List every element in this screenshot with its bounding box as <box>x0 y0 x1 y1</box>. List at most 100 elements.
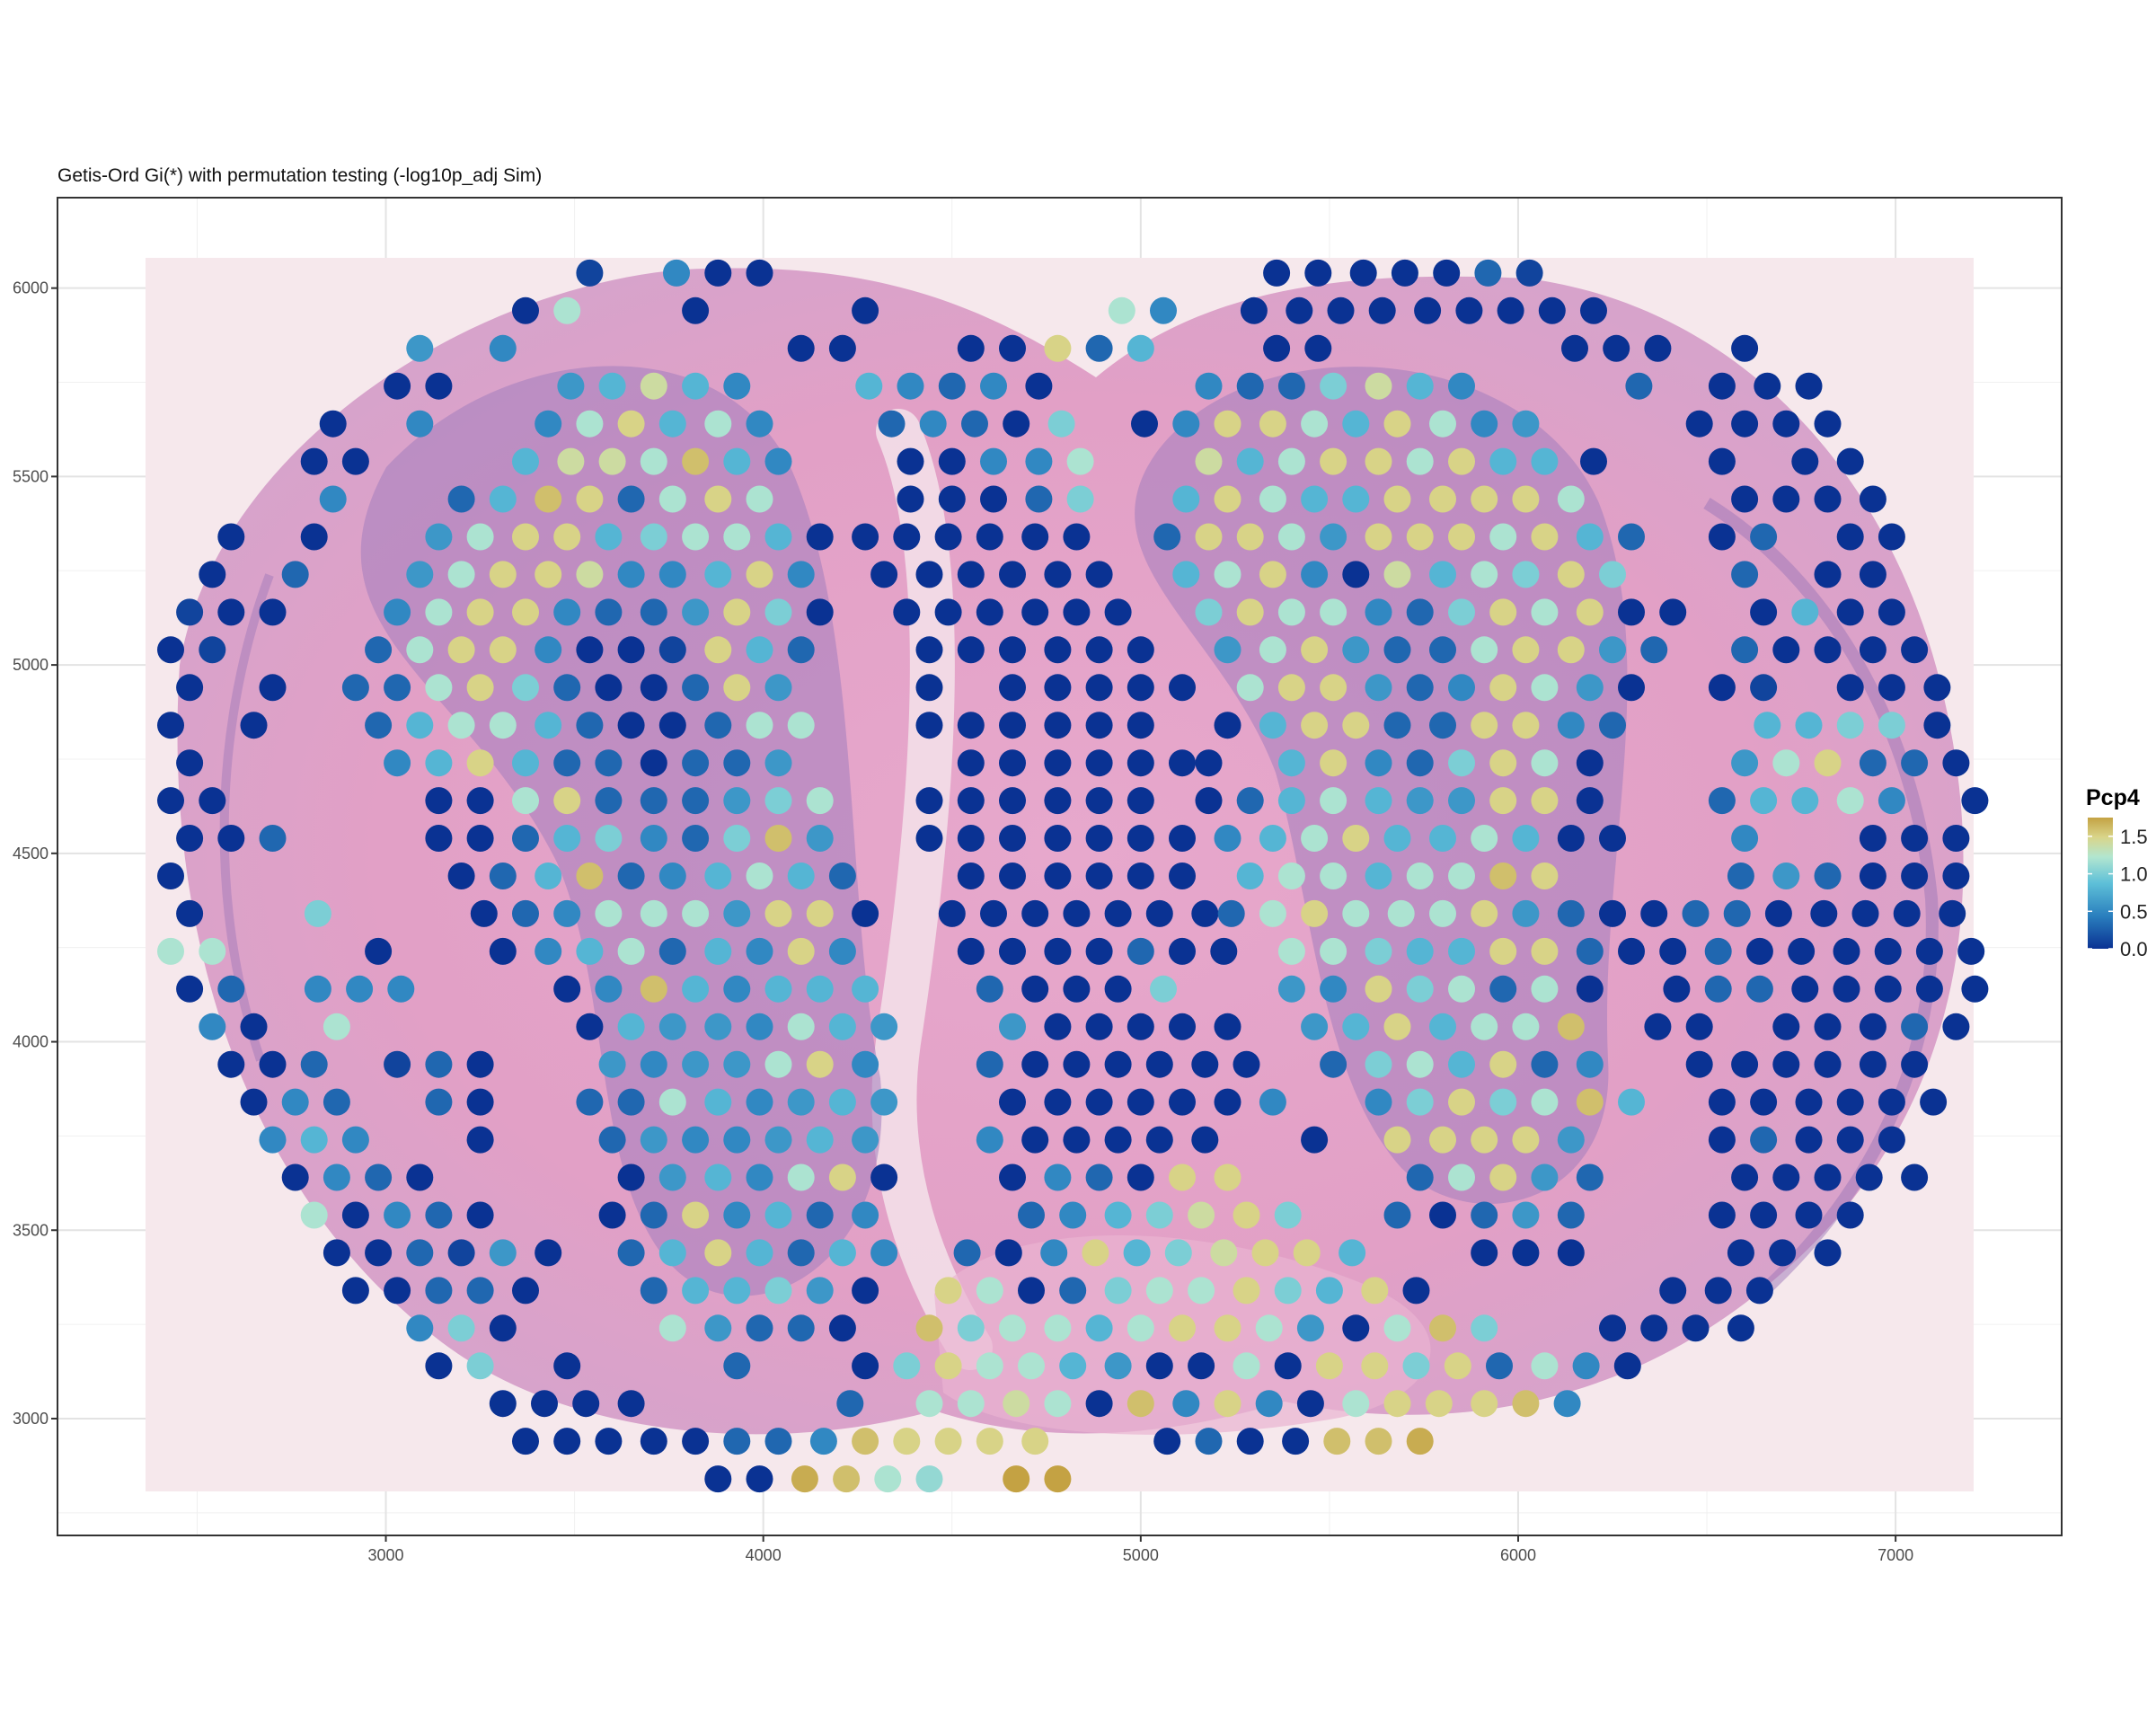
data-point <box>957 825 985 852</box>
data-point <box>1923 674 1951 702</box>
data-point <box>704 1088 732 1116</box>
data-point <box>1259 899 1286 927</box>
data-point <box>300 1050 328 1078</box>
data-point <box>1497 296 1524 324</box>
data-point <box>999 1013 1026 1040</box>
data-point <box>1277 975 1305 1003</box>
data-point <box>1406 975 1434 1003</box>
data-point <box>1901 749 1929 777</box>
data-point <box>640 1126 667 1154</box>
data-point <box>1277 937 1305 965</box>
data-point <box>535 712 562 739</box>
data-point <box>595 598 623 626</box>
data-point <box>1383 561 1411 588</box>
data-point <box>957 749 985 777</box>
data-point <box>640 825 667 852</box>
data-point <box>640 1277 667 1305</box>
data-point <box>1191 899 1219 927</box>
data-point <box>1471 485 1498 513</box>
data-point <box>489 1239 517 1267</box>
data-point <box>1538 296 1566 324</box>
data-point <box>259 598 287 626</box>
data-point <box>787 1088 815 1116</box>
data-point <box>915 787 943 815</box>
data-point <box>1769 1239 1797 1267</box>
data-point <box>1365 674 1392 702</box>
data-point <box>1708 372 1736 400</box>
data-point <box>934 598 962 626</box>
data-point <box>1512 636 1540 664</box>
data-point <box>1580 447 1607 475</box>
data-point <box>531 1390 558 1418</box>
data-point <box>1259 825 1286 852</box>
data-point <box>323 1239 350 1267</box>
data-point <box>764 598 792 626</box>
data-point <box>1659 598 1687 626</box>
data-point <box>704 1163 732 1191</box>
data-point <box>1406 674 1434 702</box>
data-point <box>1512 1013 1540 1040</box>
data-point <box>704 1314 732 1342</box>
data-point <box>1255 1314 1283 1342</box>
data-point <box>1131 410 1158 438</box>
data-point <box>704 712 732 739</box>
data-point <box>1957 937 1985 965</box>
data-point <box>1682 1314 1710 1342</box>
data-point <box>1814 485 1842 513</box>
data-point <box>384 674 411 702</box>
data-point <box>1772 1163 1800 1191</box>
data-point <box>217 1050 245 1078</box>
data-point <box>957 712 985 739</box>
data-point <box>1859 749 1886 777</box>
data-point <box>1240 296 1268 324</box>
data-point <box>1557 899 1585 927</box>
chart-title: Getis-Ord Gi(*) with permutation testing… <box>57 165 543 186</box>
data-point <box>553 899 581 927</box>
data-point <box>447 862 475 889</box>
data-point <box>852 296 879 324</box>
data-point <box>1406 749 1434 777</box>
data-point <box>1750 523 1778 551</box>
data-point <box>1961 787 1989 815</box>
data-point <box>1365 372 1392 400</box>
data-point <box>1448 598 1475 626</box>
data-point <box>1145 1050 1173 1078</box>
data-point <box>1127 1314 1154 1342</box>
data-point <box>1301 712 1329 739</box>
data-point <box>1169 1163 1196 1191</box>
data-point <box>1169 1088 1196 1116</box>
data-point <box>1085 334 1113 362</box>
data-point <box>806 598 834 626</box>
data-point <box>1044 787 1072 815</box>
data-point <box>1169 825 1196 852</box>
data-point <box>1448 1050 1475 1078</box>
data-point <box>934 523 962 551</box>
data-point <box>682 296 710 324</box>
y-tick-label: 4500 <box>13 845 49 862</box>
data-point <box>1365 937 1392 965</box>
data-point <box>1085 1013 1113 1040</box>
data-point <box>999 1314 1026 1342</box>
data-point <box>1063 899 1091 927</box>
data-point <box>553 296 581 324</box>
data-point <box>1342 410 1370 438</box>
data-point <box>1836 447 1864 475</box>
data-point <box>1085 1163 1113 1191</box>
data-point <box>828 937 856 965</box>
data-point <box>595 749 623 777</box>
data-point <box>1754 372 1781 400</box>
data-point <box>217 975 245 1003</box>
data-point <box>915 1390 943 1418</box>
data-point <box>1640 1314 1668 1342</box>
data-point <box>1383 636 1411 664</box>
data-point <box>1063 1050 1091 1078</box>
data-point <box>1531 523 1559 551</box>
data-point <box>1685 410 1713 438</box>
data-point <box>1489 1050 1517 1078</box>
data-point <box>1217 899 1245 927</box>
y-tick-label: 3500 <box>13 1221 49 1239</box>
data-point <box>1429 899 1456 927</box>
data-point <box>640 674 667 702</box>
data-point <box>746 561 773 588</box>
data-point <box>1233 1277 1260 1305</box>
